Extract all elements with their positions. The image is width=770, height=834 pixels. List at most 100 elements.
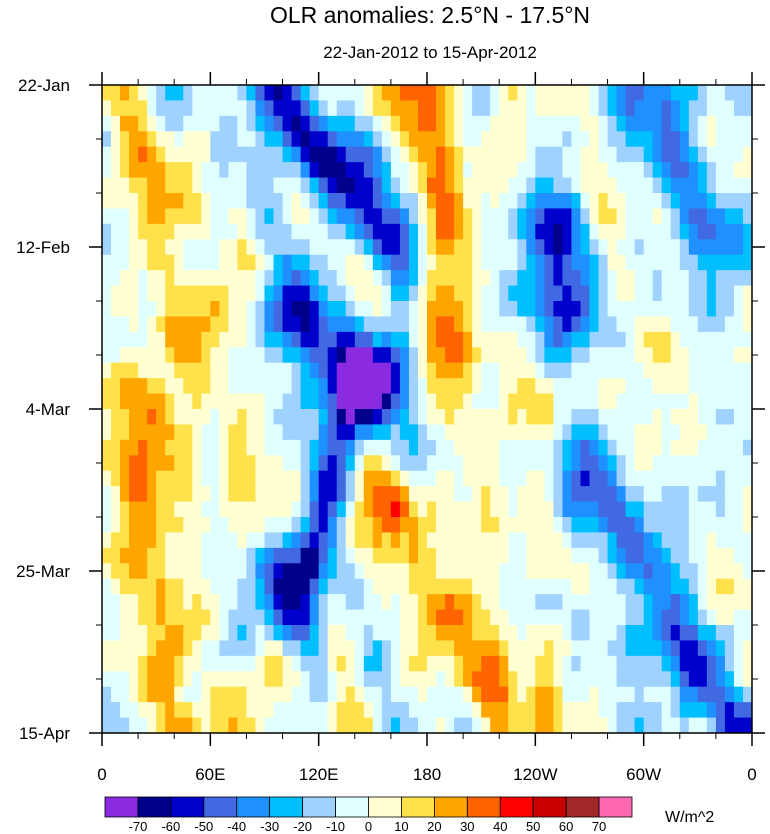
heatmap-cell bbox=[282, 85, 293, 102]
heatmap-cell bbox=[129, 594, 139, 611]
heatmap-cell bbox=[697, 208, 708, 225]
heatmap-cell bbox=[526, 717, 536, 733]
heatmap-cell bbox=[526, 146, 536, 163]
heatmap-cell bbox=[354, 470, 365, 487]
heatmap-cell bbox=[463, 671, 473, 688]
heatmap-cell bbox=[255, 424, 266, 441]
heatmap-cell bbox=[445, 316, 455, 333]
heatmap-cell bbox=[679, 532, 690, 549]
heatmap-cell bbox=[463, 686, 473, 703]
heatmap-cell bbox=[427, 470, 437, 487]
heatmap-cell bbox=[562, 270, 573, 287]
heatmap-cell bbox=[417, 455, 428, 472]
heatmap-cell bbox=[643, 409, 654, 426]
heatmap-cell bbox=[634, 285, 645, 302]
heatmap-cell bbox=[309, 702, 320, 719]
heatmap-cell bbox=[201, 439, 211, 456]
heatmap-cell bbox=[499, 439, 509, 456]
colorbar-label: -10 bbox=[326, 819, 345, 834]
heatmap-cell bbox=[246, 439, 257, 456]
heatmap-cell bbox=[472, 208, 482, 225]
heatmap-cell bbox=[616, 455, 627, 472]
heatmap-cell bbox=[381, 270, 392, 287]
heatmap-cell bbox=[336, 331, 347, 348]
heatmap-cell bbox=[445, 594, 455, 611]
heatmap-cell bbox=[616, 393, 627, 410]
heatmap-cell bbox=[454, 208, 464, 225]
heatmap-cell bbox=[652, 702, 663, 719]
heatmap-cell bbox=[427, 316, 437, 333]
heatmap-cell bbox=[724, 362, 735, 379]
heatmap-cell bbox=[499, 208, 509, 225]
heatmap-cell bbox=[354, 208, 365, 225]
heatmap-cell bbox=[625, 578, 636, 595]
heatmap-cell bbox=[300, 100, 311, 117]
heatmap-cell bbox=[327, 254, 338, 271]
heatmap-cell bbox=[652, 409, 663, 426]
heatmap-cell bbox=[427, 131, 437, 148]
heatmap-cell bbox=[661, 301, 672, 318]
heatmap-cell bbox=[436, 331, 446, 348]
heatmap-cell bbox=[336, 100, 347, 117]
heatmap-cell bbox=[156, 578, 166, 595]
heatmap-cell bbox=[598, 254, 609, 271]
heatmap-cell bbox=[237, 270, 248, 287]
heatmap-cell bbox=[264, 439, 275, 456]
heatmap-cell bbox=[733, 393, 744, 410]
heatmap-cell bbox=[381, 362, 392, 379]
heatmap-cell bbox=[490, 547, 500, 564]
heatmap-cell bbox=[589, 563, 600, 580]
heatmap-cell bbox=[327, 594, 338, 611]
heatmap-cell bbox=[544, 609, 554, 626]
heatmap-cell bbox=[616, 686, 627, 703]
heatmap-cell bbox=[273, 409, 284, 426]
heatmap-cell bbox=[174, 578, 184, 595]
heatmap-cell bbox=[201, 347, 211, 364]
heatmap-cell bbox=[742, 501, 752, 518]
heatmap-cell bbox=[363, 239, 374, 256]
heatmap-cell bbox=[174, 640, 184, 657]
heatmap-cell bbox=[309, 208, 320, 225]
heatmap-cell bbox=[336, 316, 347, 333]
heatmap-cell bbox=[363, 702, 374, 719]
heatmap-cell bbox=[309, 655, 320, 672]
heatmap-cell bbox=[255, 517, 266, 534]
heatmap-cell bbox=[120, 439, 130, 456]
heatmap-cell bbox=[499, 532, 509, 549]
heatmap-cell bbox=[255, 362, 266, 379]
heatmap-cell bbox=[679, 563, 690, 580]
heatmap-cell bbox=[291, 208, 302, 225]
heatmap-cell bbox=[544, 470, 554, 487]
heatmap-cell bbox=[490, 146, 500, 163]
heatmap-cell bbox=[372, 671, 383, 688]
heatmap-cell bbox=[526, 686, 536, 703]
heatmap-cell bbox=[445, 85, 455, 102]
heatmap-cell bbox=[372, 470, 383, 487]
heatmap-cell bbox=[481, 486, 491, 503]
heatmap-cell bbox=[282, 640, 293, 657]
heatmap-cell bbox=[174, 563, 184, 580]
heatmap-cell bbox=[237, 455, 248, 472]
heatmap-cell bbox=[219, 285, 229, 302]
heatmap-cell bbox=[408, 439, 419, 456]
heatmap-cell bbox=[697, 486, 708, 503]
heatmap-cell bbox=[427, 717, 437, 733]
heatmap-cell bbox=[553, 301, 564, 318]
heatmap-cell bbox=[156, 625, 166, 642]
heatmap-cell bbox=[742, 532, 752, 549]
heatmap-cell bbox=[399, 115, 410, 132]
heatmap-cell bbox=[381, 378, 392, 395]
heatmap-cell bbox=[237, 609, 248, 626]
heatmap-cell bbox=[291, 486, 302, 503]
heatmap-cell bbox=[445, 270, 455, 287]
heatmap-cell bbox=[562, 439, 573, 456]
heatmap-cell bbox=[634, 301, 645, 318]
heatmap-cell bbox=[742, 115, 752, 132]
heatmap-cell bbox=[679, 655, 690, 672]
heatmap-cell bbox=[661, 470, 672, 487]
heatmap-cell bbox=[517, 378, 527, 395]
heatmap-cell bbox=[372, 686, 383, 703]
heatmap-cell bbox=[102, 532, 112, 549]
heatmap-cell bbox=[706, 331, 717, 348]
heatmap-cell bbox=[535, 655, 545, 672]
